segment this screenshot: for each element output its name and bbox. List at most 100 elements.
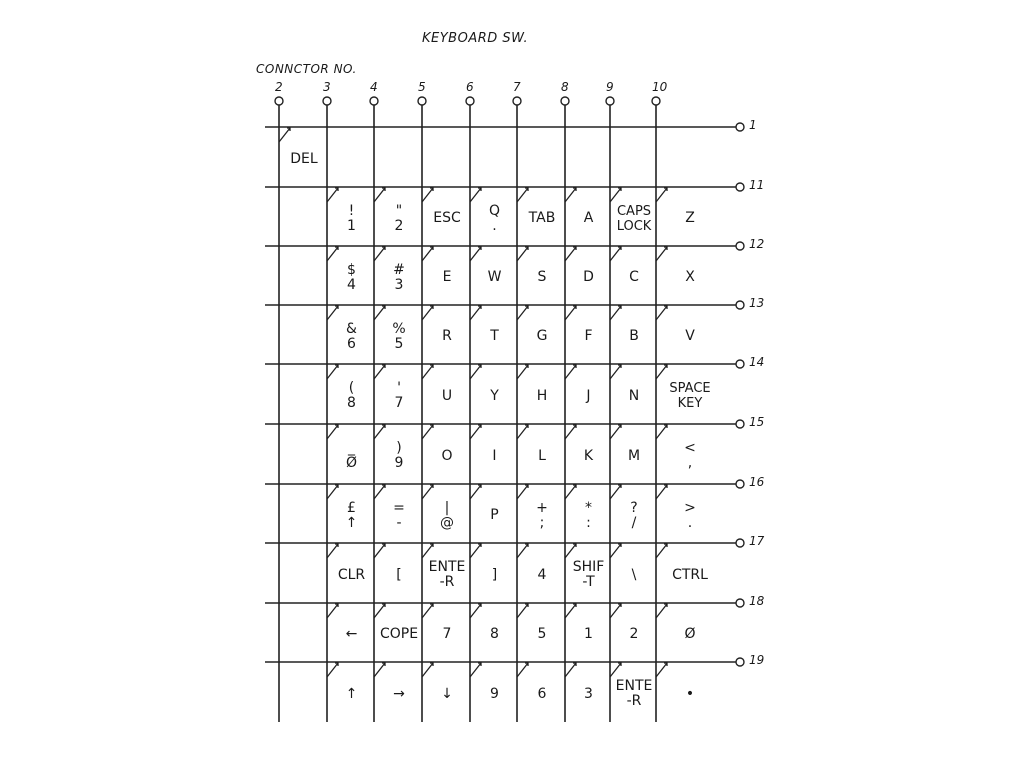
- key-label: Ø: [684, 626, 696, 642]
- switch-symbol: [609, 187, 622, 203]
- column-terminal: [560, 96, 570, 106]
- key-label: W: [487, 269, 502, 285]
- key-label: ) 9: [394, 440, 404, 471]
- key-label: C: [629, 269, 639, 285]
- key-label: 6: [537, 685, 547, 702]
- switch-symbol: [516, 662, 529, 678]
- column-terminal: [417, 96, 427, 106]
- switch-symbol: [655, 662, 668, 678]
- switch-symbol: [326, 603, 339, 619]
- key-label: N: [628, 387, 640, 404]
- switch-symbol: [326, 187, 339, 203]
- key-label: ]: [491, 566, 498, 583]
- key-label: ↓: [441, 685, 453, 702]
- column-terminal: [651, 96, 661, 106]
- switch-symbol: [421, 484, 434, 500]
- switch-symbol: [609, 246, 622, 262]
- row-terminal: [735, 419, 745, 429]
- key-label: B: [629, 328, 639, 344]
- key-label: Y: [490, 387, 499, 404]
- column-number: 9: [606, 80, 614, 94]
- row-terminal: [735, 359, 745, 369]
- switch-symbol: [516, 187, 529, 203]
- key-label: L: [538, 447, 546, 464]
- switch-symbol: [609, 603, 622, 619]
- column-number: 6: [466, 80, 474, 94]
- key-label: " 2: [394, 202, 404, 234]
- row-terminal: [735, 598, 745, 608]
- switch-symbol: [655, 364, 668, 380]
- switch-symbol: [421, 246, 434, 262]
- switch-symbol: [609, 424, 622, 440]
- switch-symbol: [655, 187, 668, 203]
- row-number: 12: [749, 237, 765, 251]
- row-number: 14: [749, 355, 765, 369]
- key-label: P: [490, 507, 499, 523]
- key-label: ( 8: [347, 380, 356, 411]
- switch-symbol: [421, 662, 434, 678]
- switch-symbol: [516, 246, 529, 262]
- switch-symbol: [655, 484, 668, 500]
- key-label: COPE: [379, 626, 419, 642]
- switch-symbol: [469, 246, 482, 262]
- key-label: ENTE -R: [615, 678, 653, 709]
- switch-symbol: [326, 246, 339, 262]
- switch-symbol: [421, 543, 434, 559]
- switch-symbol: [469, 484, 482, 500]
- key-label: | @: [440, 499, 454, 531]
- connector-label: CONNCTOR NO.: [256, 62, 357, 76]
- switch-symbol: [469, 364, 482, 380]
- key-label: T: [490, 328, 499, 344]
- switch-symbol: [326, 424, 339, 440]
- switch-symbol: [373, 305, 386, 321]
- key-label: ESC: [433, 210, 461, 226]
- key-label: CAPS LOCK: [616, 203, 652, 234]
- key-label: X: [685, 269, 695, 285]
- column-number: 8: [561, 80, 569, 94]
- column-number: 2: [275, 80, 283, 94]
- row-terminal: [735, 538, 745, 548]
- key-label: E: [442, 269, 452, 285]
- key-label: 3: [584, 685, 593, 702]
- switch-symbol: [326, 662, 339, 678]
- key-label: G: [536, 328, 548, 344]
- key-label: & 6: [346, 320, 357, 352]
- switch-symbol: [655, 603, 668, 619]
- switch-symbol: [655, 424, 668, 440]
- switch-symbol: [564, 364, 577, 380]
- row-number: 19: [749, 653, 765, 667]
- row-terminal: [735, 241, 745, 251]
- switch-symbol: [421, 305, 434, 321]
- switch-symbol: [516, 364, 529, 380]
- key-label: * :: [585, 499, 592, 531]
- switch-symbol: [421, 364, 434, 380]
- key-label: K: [583, 447, 594, 464]
- column-number: 4: [370, 80, 378, 94]
- switch-symbol: [373, 187, 386, 203]
- key-label: + ;: [536, 499, 548, 531]
- switch-symbol: [326, 305, 339, 321]
- switch-symbol: [609, 484, 622, 500]
- key-label: ? /: [630, 499, 638, 531]
- row-terminal: [735, 182, 745, 192]
- switch-symbol: [469, 187, 482, 203]
- switch-symbol: [564, 424, 577, 440]
- row-number: 16: [749, 475, 765, 489]
- row-number: 15: [749, 415, 765, 429]
- key-label: H: [536, 387, 548, 404]
- key-label: 2: [629, 626, 639, 642]
- key-label: 1: [584, 626, 593, 642]
- key-label: ←: [345, 626, 358, 642]
- switch-symbol: [326, 484, 339, 500]
- key-label: £ ↑: [345, 499, 358, 531]
- key-label: [: [396, 566, 402, 583]
- switch-symbol: [516, 305, 529, 321]
- switch-symbol: [564, 662, 577, 678]
- switch-symbol: [516, 484, 529, 500]
- column-number: 3: [323, 80, 331, 94]
- switch-symbol: [373, 364, 386, 380]
- key-label: ENTE -R: [428, 559, 466, 590]
- key-label: SPACE KEY: [669, 381, 711, 411]
- diagram-title: KEYBOARD SW.: [422, 31, 529, 46]
- row-number: 18: [749, 594, 765, 608]
